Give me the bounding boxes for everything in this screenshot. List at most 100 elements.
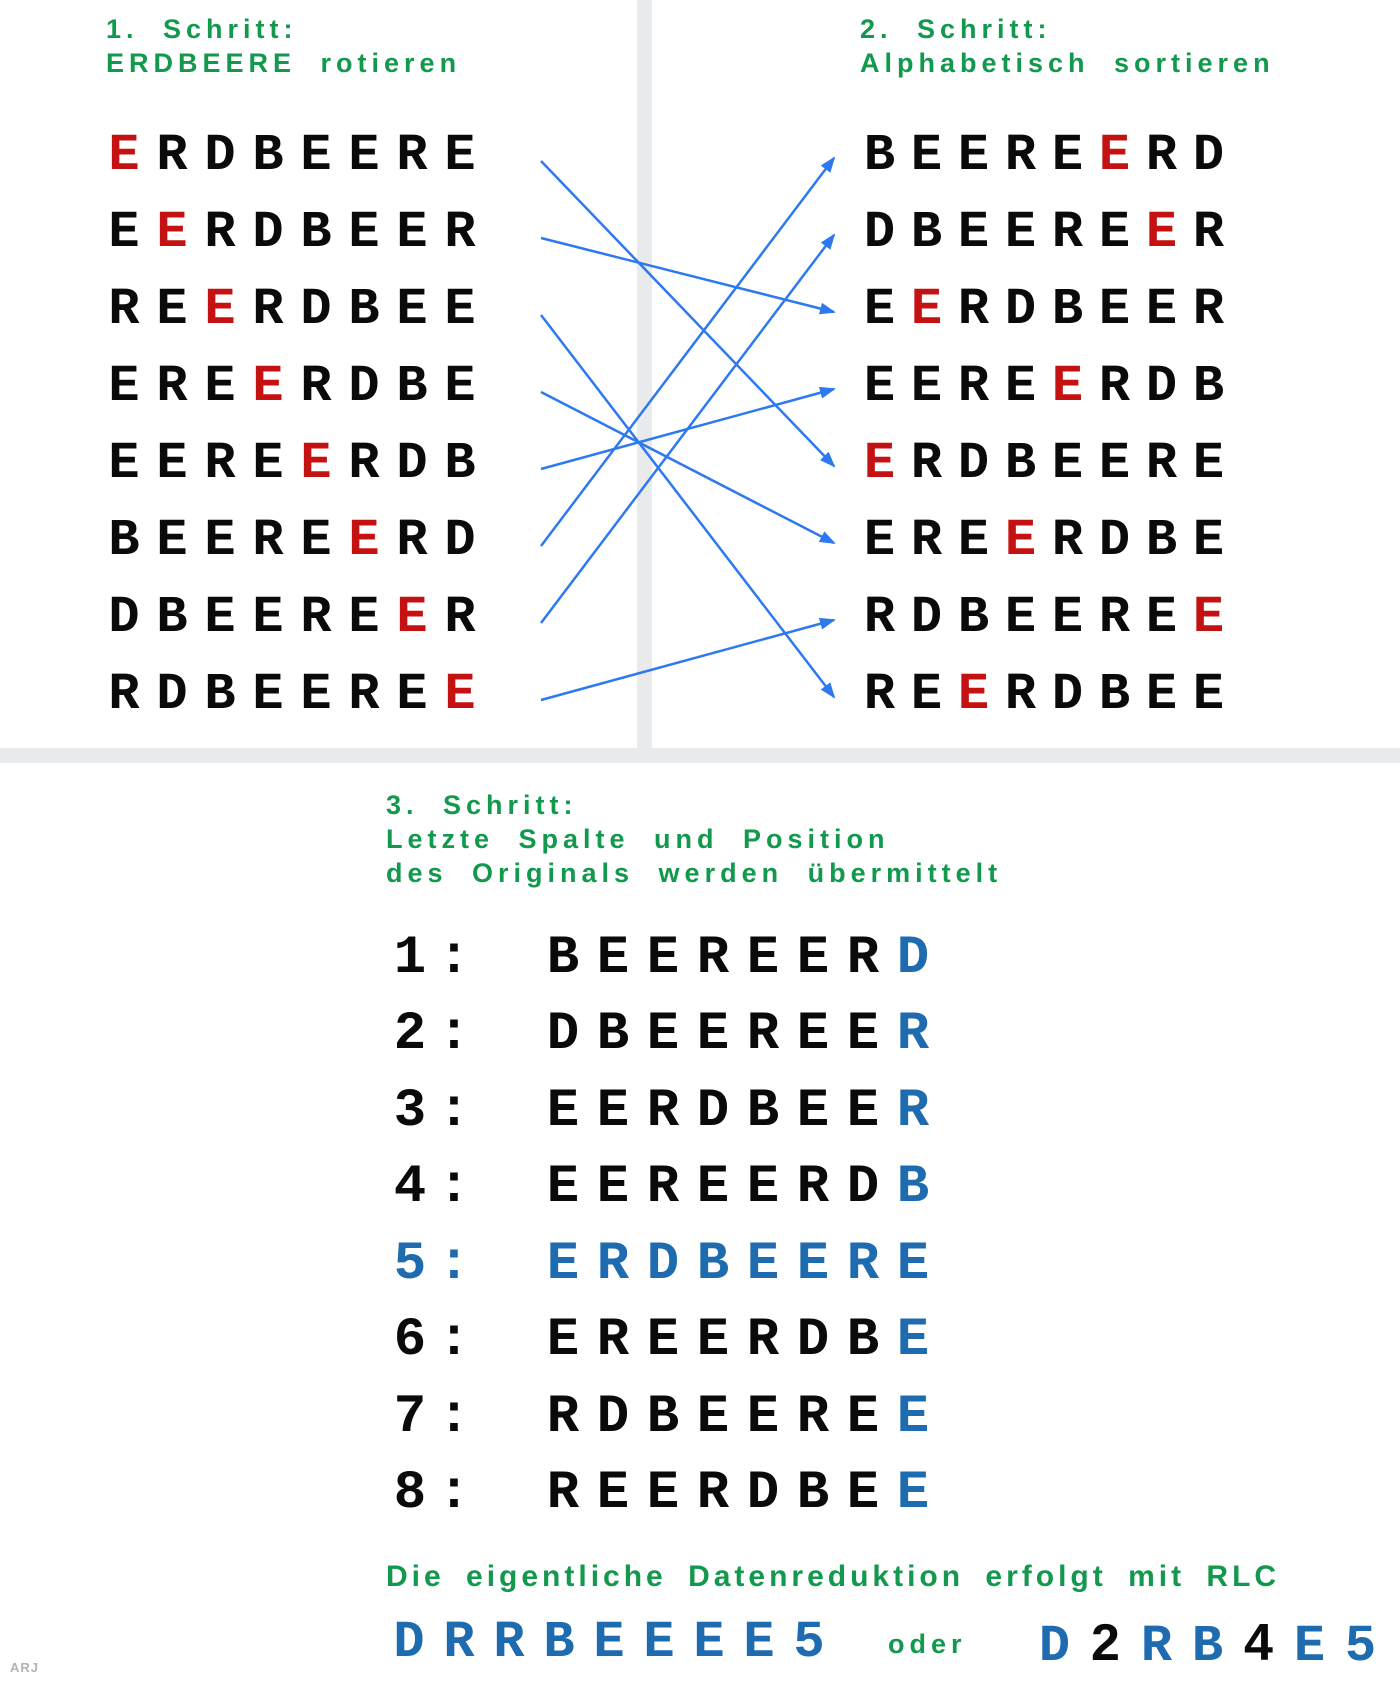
letter: E [300,665,332,724]
letter: E [1004,511,1037,570]
letter: E [1192,588,1225,647]
letter: E [796,928,830,989]
letter: E [696,1004,730,1065]
letter: E [646,928,680,989]
letter: R [204,434,236,493]
letter: E [596,1157,630,1218]
mapping-arrow [540,617,836,702]
letter: E [300,434,332,493]
letter: : [437,1157,471,1218]
letter: E [957,665,990,724]
letter: D [108,588,140,647]
letter: : [437,928,471,989]
letter: E [156,203,188,262]
letter: B [646,1387,680,1448]
letter: 1 [393,928,427,989]
letter: E [546,1081,580,1142]
letter: B [746,1081,780,1142]
letter: E [1004,357,1037,416]
letter: E [444,665,476,724]
letter: D [696,1081,730,1142]
letter: E [746,1157,780,1218]
letter: R [646,1157,680,1218]
letter: E [252,434,284,493]
letter: E [643,1613,675,1672]
letter: E [796,1234,830,1295]
letter: E [863,511,896,570]
letter: D [1004,280,1037,339]
letter: E [1051,588,1084,647]
letter: : [437,1234,471,1295]
letter: E [1192,665,1225,724]
letter: R [846,1234,880,1295]
letter: R [108,665,140,724]
letter: 4 [393,1157,427,1218]
letter: E [108,357,140,416]
letter: E [646,1004,680,1065]
letter: B [696,1234,730,1295]
letter: E [1098,280,1131,339]
letter: R [156,126,188,185]
letter: R [252,280,284,339]
letter: E [252,665,284,724]
letter: E [957,203,990,262]
letter: E [796,1004,830,1065]
letter: E [156,280,188,339]
letter: D [896,928,930,989]
letter: D [1145,357,1178,416]
letter: R [796,1387,830,1448]
letter: D [300,280,332,339]
letter: E [1004,203,1037,262]
letter: R [910,434,943,493]
letter: : [437,1004,471,1065]
step3-title: 3. Schritt: Letzte Spalte und Position d… [386,788,1002,890]
letter: E [1145,588,1178,647]
letter: E [896,1387,930,1448]
letter: : [437,1463,471,1524]
letter: D [863,203,896,262]
letter: B [910,203,943,262]
letter: E [596,1081,630,1142]
letter: E [746,1234,780,1295]
letter: D [156,665,188,724]
letter: R [696,1463,730,1524]
oder-label: oder [888,1629,967,1659]
letter: E [796,1081,830,1142]
letter: : [437,1310,471,1371]
letter: B [108,511,140,570]
letter: E [693,1613,725,1672]
mapping-arrow [540,236,836,315]
letter: E [846,1387,880,1448]
step2-title-line2: Alphabetisch sortieren [860,48,1275,78]
letter: R [896,1004,930,1065]
letter: 3 [393,1081,427,1142]
letter: R [156,357,188,416]
letter: R [1098,588,1131,647]
letter: B [444,434,476,493]
letter: R [957,280,990,339]
letter: R [1140,1617,1173,1676]
letter: E [910,280,943,339]
letter: D [1051,665,1084,724]
letter: E [546,1157,580,1218]
letter: R [746,1004,780,1065]
letter: E [396,203,428,262]
letter: R [396,511,428,570]
letter: R [108,280,140,339]
step3-title-line2: Letzte Spalte und Position [386,824,890,854]
